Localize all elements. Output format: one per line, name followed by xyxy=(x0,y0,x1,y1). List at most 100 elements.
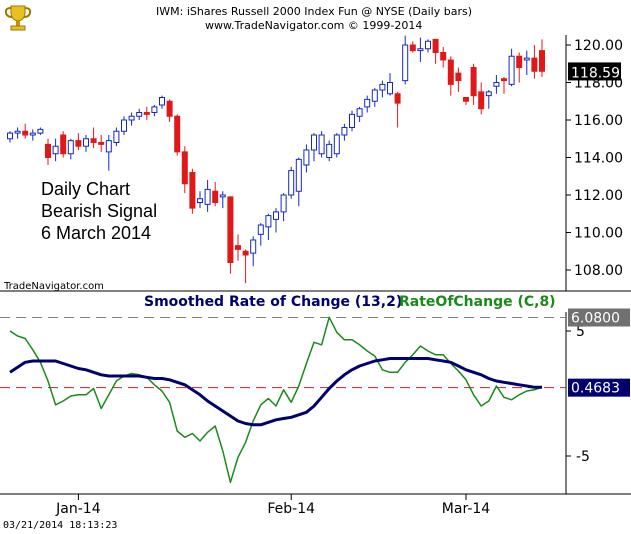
candle-bull xyxy=(508,55,515,85)
candle-bull xyxy=(303,149,310,166)
logo-trophy-icon xyxy=(4,3,32,33)
ref-low-box xyxy=(568,378,630,397)
candle-bull xyxy=(14,130,21,134)
candle-bear xyxy=(174,115,181,153)
candle-bull xyxy=(318,134,325,155)
annotation-line-1: Daily Chart xyxy=(41,179,131,199)
watermark: TradeNavigator.com xyxy=(4,281,104,292)
candle-bull xyxy=(29,132,36,136)
ref-low-label: 0.4683 xyxy=(571,381,620,397)
last-price-box xyxy=(568,62,621,81)
candle-bull xyxy=(425,40,431,50)
candle-bull xyxy=(136,112,143,117)
chart-subtitle: www.TradeNavigator.com © 1999-2014 xyxy=(205,19,423,32)
candle-bull xyxy=(288,170,295,196)
candle-bear xyxy=(394,93,401,104)
candle-bear xyxy=(75,140,82,147)
last-price-label: 118.59 xyxy=(571,65,620,81)
candle-bear xyxy=(516,55,523,68)
price-tick-label: 114.00 xyxy=(574,151,623,167)
candle-bull xyxy=(273,211,279,220)
candle-bull xyxy=(493,82,500,87)
candle-bull xyxy=(250,239,257,254)
candle-bear xyxy=(90,138,97,143)
indicator-tick-label: -5 xyxy=(576,449,590,465)
timestamp: 03/21/2014 18:13:23 xyxy=(3,520,118,531)
candle-bear xyxy=(22,130,29,136)
candle-bull xyxy=(204,188,211,205)
candle-bear xyxy=(478,91,485,110)
candle-bear xyxy=(189,172,196,209)
candle-bull xyxy=(356,108,363,117)
candle-bear xyxy=(60,134,67,155)
price-tick-label: 112.00 xyxy=(574,188,623,204)
candle-bull xyxy=(523,57,530,61)
candle-bull xyxy=(326,143,333,158)
candle-bull xyxy=(113,130,120,143)
candle-bear xyxy=(432,38,439,53)
annotation-line-2: Bearish Signal xyxy=(41,201,158,221)
candle-bull xyxy=(417,48,424,52)
candle-bull xyxy=(341,127,348,136)
x-tick-label: Feb-14 xyxy=(267,501,315,517)
candle-bull xyxy=(197,198,203,203)
legend-smoothed-roc: Smoothed Rate of Change (13,2) xyxy=(144,294,403,310)
ref-high-box xyxy=(568,308,630,327)
candle-bull xyxy=(485,91,492,97)
x-tick-label: Jan-14 xyxy=(55,501,101,517)
candle-bear xyxy=(98,142,105,145)
candle-bear xyxy=(531,57,538,72)
candle-bull xyxy=(333,134,340,155)
candle-bull xyxy=(151,106,158,113)
candle-bear xyxy=(212,190,219,203)
candle-bear xyxy=(143,112,150,115)
candle-bear xyxy=(166,100,173,117)
candle-bull xyxy=(219,194,226,198)
candle-bear xyxy=(181,151,188,185)
candle-bear xyxy=(447,59,454,85)
price-tick-label: 110.00 xyxy=(574,226,623,242)
candle-bull xyxy=(7,132,13,140)
legend-roc: RateOfChange (C,8) xyxy=(399,294,556,310)
candle-bull xyxy=(257,224,264,235)
candle-bull xyxy=(295,158,302,192)
candle-bear xyxy=(242,250,249,256)
price-tick-label: 120.00 xyxy=(574,38,623,54)
candle-bear xyxy=(463,97,469,102)
candle-bull xyxy=(371,89,378,102)
candle-bull xyxy=(364,98,371,108)
candle-bull xyxy=(402,44,409,82)
chart-title: IWM: iShares Russell 2000 Index Fun @ NY… xyxy=(156,5,472,18)
candle-bear xyxy=(470,67,477,97)
annotation-line-3: 6 March 2014 xyxy=(41,223,152,243)
candle-bull xyxy=(83,138,89,147)
candle-bull xyxy=(67,140,74,155)
ref-high-label: 6.0800 xyxy=(571,311,620,327)
series-line-smoothed-roc xyxy=(9,357,542,427)
candle-bull xyxy=(280,194,287,213)
candle-bull xyxy=(105,140,112,153)
candle-bear xyxy=(539,50,545,72)
candle-bear xyxy=(235,245,241,250)
candle-bull xyxy=(311,134,317,151)
candle-bull xyxy=(159,97,165,106)
candle-bull xyxy=(128,115,135,121)
candle-bull xyxy=(265,215,272,228)
candle-bull xyxy=(387,82,393,95)
candle-bear xyxy=(45,143,51,158)
candle-bear xyxy=(227,196,234,263)
price-tick-label: 116.00 xyxy=(574,113,623,129)
candle-bull xyxy=(379,83,386,91)
candle-bear xyxy=(501,78,507,82)
indicator-tick-label: 5 xyxy=(576,324,585,340)
candle-bear xyxy=(409,44,416,52)
series-line-roc xyxy=(9,316,543,484)
price-tick-label: 108.00 xyxy=(574,263,623,279)
candle-bear xyxy=(440,52,447,61)
candle-bull xyxy=(121,119,127,132)
x-tick-label: Mar-14 xyxy=(442,501,490,517)
candle-bull xyxy=(349,113,355,128)
candle-bear xyxy=(455,72,462,82)
